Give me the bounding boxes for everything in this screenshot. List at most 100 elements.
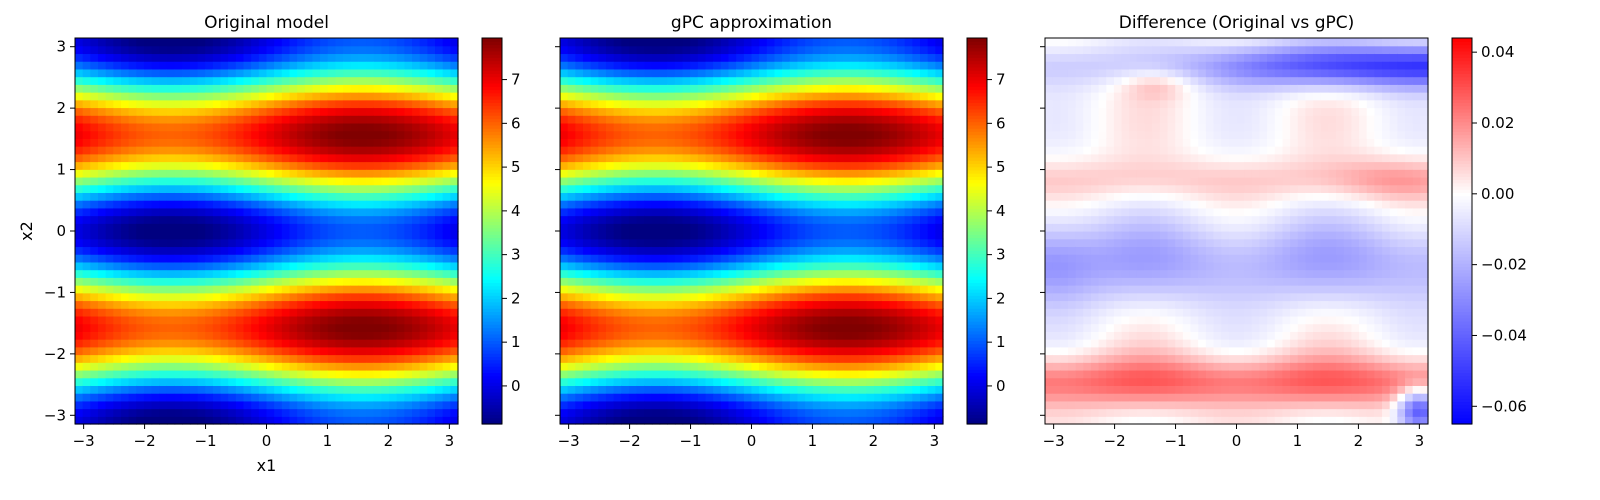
heatmap-cell bbox=[350, 292, 360, 302]
heatmap-cell bbox=[705, 99, 714, 109]
heatmap-cell bbox=[435, 300, 444, 309]
heatmap-cell bbox=[897, 138, 906, 147]
colorbar-segment bbox=[482, 401, 502, 406]
heatmap-cell bbox=[560, 176, 569, 186]
heatmap-cell bbox=[228, 53, 237, 62]
heatmap-cell bbox=[90, 323, 99, 332]
heatmap-cell bbox=[159, 161, 168, 170]
heatmap-cell bbox=[705, 292, 714, 302]
heatmap-cell bbox=[613, 161, 622, 170]
heatmap-cell bbox=[904, 107, 913, 116]
heatmap-cell bbox=[251, 45, 260, 55]
heatmap-cell bbox=[590, 393, 599, 402]
heatmap-cell bbox=[582, 169, 592, 178]
heatmap-cell bbox=[166, 331, 176, 340]
heatmap-cell bbox=[427, 84, 436, 93]
colorbar-segment bbox=[482, 350, 502, 354]
heatmap-cell bbox=[628, 68, 638, 78]
heatmap-cell bbox=[442, 215, 451, 224]
heatmap-cell bbox=[667, 99, 676, 109]
colorbar-segment bbox=[482, 47, 502, 52]
heatmap-cell bbox=[435, 346, 444, 356]
heatmap-cell bbox=[720, 354, 730, 363]
heatmap-cell bbox=[312, 153, 321, 163]
heatmap-cell bbox=[212, 115, 222, 124]
heatmap-cell bbox=[835, 339, 845, 348]
heatmap-cell bbox=[881, 38, 890, 47]
heatmap-cell bbox=[774, 107, 783, 116]
heatmap-cell bbox=[743, 339, 753, 348]
heatmap-cell bbox=[289, 176, 298, 186]
heatmap-cell bbox=[628, 269, 638, 278]
heatmap-cell bbox=[75, 184, 84, 193]
heatmap-cell bbox=[835, 377, 845, 386]
heatmap-cell bbox=[412, 99, 421, 109]
colorbar-segment bbox=[482, 346, 502, 351]
heatmap-cell bbox=[389, 393, 398, 402]
heatmap-cell bbox=[782, 377, 791, 386]
heatmap-cell bbox=[174, 138, 183, 147]
heatmap-cell bbox=[567, 339, 576, 348]
heatmap-cell bbox=[743, 184, 753, 193]
x-tick-label: −1 bbox=[194, 432, 216, 450]
heatmap-cell bbox=[435, 84, 444, 93]
heatmap-cell bbox=[782, 277, 791, 286]
heatmap-cell bbox=[312, 215, 321, 224]
heatmap-cell bbox=[904, 308, 913, 317]
heatmap-cell bbox=[197, 215, 206, 224]
heatmap-cell bbox=[621, 254, 630, 263]
heatmap-cell bbox=[651, 269, 661, 278]
heatmap-cell bbox=[904, 315, 913, 325]
heatmap-cell bbox=[713, 176, 722, 186]
heatmap-cell bbox=[435, 377, 444, 386]
heatmap-cell bbox=[720, 146, 730, 155]
heatmap-cell bbox=[881, 200, 890, 209]
heatmap-cell bbox=[335, 200, 344, 209]
heatmap-cell bbox=[435, 176, 444, 186]
heatmap-cell bbox=[843, 92, 852, 101]
heatmap-cell bbox=[605, 285, 615, 294]
heatmap-cell bbox=[105, 369, 114, 379]
heatmap-cell bbox=[396, 231, 405, 240]
heatmap-cell bbox=[258, 261, 268, 271]
heatmap-cell bbox=[659, 107, 668, 116]
heatmap-cell bbox=[159, 215, 168, 224]
heatmap-cell bbox=[419, 331, 428, 340]
heatmap-cell bbox=[75, 38, 84, 47]
heatmap-cell bbox=[412, 107, 421, 116]
heatmap-cell bbox=[835, 38, 845, 47]
heatmap-cell bbox=[136, 285, 145, 294]
heatmap-cell bbox=[674, 176, 684, 186]
heatmap-cell bbox=[450, 107, 459, 116]
heatmap-cell bbox=[774, 254, 783, 263]
heatmap-cell bbox=[335, 146, 344, 155]
heatmap-cell bbox=[789, 308, 799, 317]
heatmap-cell bbox=[613, 231, 622, 240]
heatmap-cell bbox=[189, 68, 199, 78]
heatmap-cell bbox=[312, 61, 321, 70]
heatmap-cell bbox=[705, 68, 714, 78]
heatmap-cell bbox=[874, 339, 883, 348]
heatmap-cell bbox=[266, 200, 275, 209]
heatmap-cell bbox=[289, 393, 298, 402]
heatmap-cell bbox=[212, 192, 222, 201]
heatmap-cell bbox=[567, 231, 576, 240]
heatmap-cell bbox=[266, 315, 275, 325]
heatmap-cell bbox=[904, 161, 913, 170]
heatmap-cell bbox=[159, 61, 168, 70]
heatmap-cell bbox=[312, 122, 321, 132]
heatmap-cell bbox=[613, 138, 622, 147]
heatmap-cell bbox=[736, 215, 745, 224]
heatmap-cell bbox=[590, 169, 599, 178]
heatmap-cell bbox=[828, 246, 837, 255]
heatmap-cell bbox=[182, 254, 191, 263]
heatmap-cell bbox=[797, 400, 806, 410]
heatmap-cell bbox=[243, 138, 252, 147]
heatmap-cell bbox=[266, 400, 275, 410]
heatmap-cell bbox=[590, 138, 599, 147]
heatmap-cell bbox=[120, 122, 130, 132]
heatmap-cell bbox=[858, 369, 867, 379]
heatmap-cell bbox=[805, 38, 814, 47]
heatmap-cell bbox=[189, 184, 199, 193]
heatmap-cell bbox=[258, 161, 268, 170]
